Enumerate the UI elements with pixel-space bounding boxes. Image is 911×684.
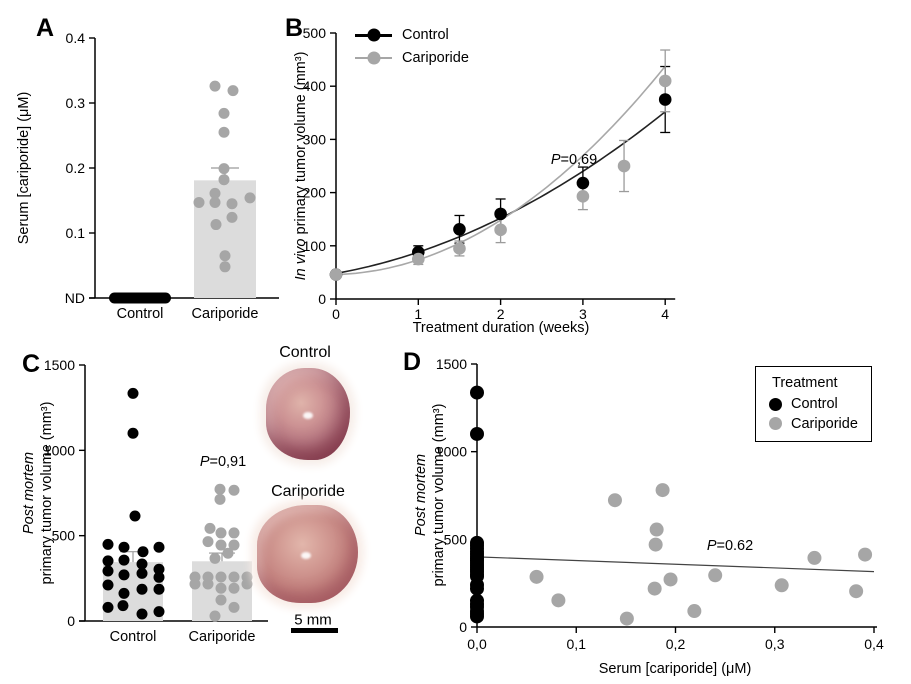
legend-item-control: Control [769,397,865,412]
p-symbol: P [550,152,561,168]
y-label-line2: primary tumor volume (mm³) [431,403,447,587]
legend-item-control: Control [355,28,469,43]
y-label-line1: Post mortem [412,453,429,537]
svg-text:0: 0 [459,619,467,635]
panel-d-letter: D [403,348,422,376]
control-dot-icon [367,28,380,42]
svg-text:0,3: 0,3 [765,636,785,652]
svg-text:0: 0 [67,613,75,629]
panel-a-letter: A [36,14,55,42]
y-label-italic-part: In vivo [292,238,309,281]
panel-a: ND 0.1 0.2 0.3 0.4 Control Cariporide A Serum … [0,0,285,340]
scale-bar [291,628,338,633]
p-symbol: P [199,454,210,470]
panel-a-y-axis-label: Serum [cariporide] (μM) [15,91,32,245]
svg-text:Cariporide: Cariporide [192,306,259,322]
photo-label-control: Control [279,344,331,361]
svg-text:1: 1 [414,306,422,322]
p-number: =0.62 [716,538,754,554]
svg-text:Control: Control [110,629,157,645]
legend-label-cariporide: Cariporide [402,49,469,66]
panel-c: 0 500 1000 1500 Control Cariporide C Post mor… [0,340,400,684]
svg-text:0,1: 0,1 [567,636,587,652]
cariporide-dot-icon [367,51,380,65]
svg-text:1000: 1000 [436,444,467,460]
svg-text:0,0: 0,0 [467,636,487,652]
svg-text:0.1: 0.1 [66,225,86,241]
panel-b-x-axis-label: Treatment duration (weeks) [412,320,590,336]
legend-item-cariporide: Cariporide [769,415,865,432]
svg-text:1500: 1500 [44,357,75,373]
svg-text:3: 3 [579,306,587,322]
panel-d-legend: Treatment Control Cariporide [755,366,872,442]
svg-text:ND: ND [65,290,85,306]
y-label-line1: Post mortem [20,451,37,535]
svg-text:400: 400 [303,78,327,94]
specular-highlight [302,412,313,420]
legend-title: Treatment [772,375,838,391]
panel-b-letter: B [285,14,304,42]
specular-highlight [301,552,312,560]
svg-text:Cariporide: Cariporide [189,629,256,645]
svg-text:1000: 1000 [44,442,75,458]
panel-a-chart: ND 0.1 0.2 0.3 0.4 Control Cariporide [65,30,279,322]
legend-item-cariporide: Cariporide [355,49,469,66]
tumor-tissue [257,505,358,603]
svg-text:100: 100 [303,238,327,254]
legend-label-control: Control [402,27,449,43]
svg-text:0: 0 [332,306,340,322]
control-dot-icon [769,397,782,411]
p-symbol: P [706,538,717,554]
photo-label-cariporide: Cariporide [271,483,345,500]
svg-text:0,4: 0,4 [864,636,884,652]
legend-label-control: Control [791,396,838,412]
control-line-marker-icon [355,28,392,42]
svg-text:1500: 1500 [436,356,467,372]
y-label-rest: primary tumor volume (mm³) [292,51,309,239]
y-label-line2: primary tumor volume (mm³) [39,401,55,585]
svg-text:0,2: 0,2 [666,636,686,652]
svg-text:0.3: 0.3 [66,95,86,111]
scale-bar-label: 5 mm [294,611,332,629]
tumor-tissue [266,368,350,460]
svg-text:500: 500 [303,25,327,41]
svg-text:4: 4 [661,306,669,322]
p-number: =0,91 [209,454,247,470]
legend-label-cariporide: Cariporide [791,415,858,432]
cariporide-dot-icon [769,417,782,431]
p-number: =0,69 [560,152,598,168]
panel-c-letter: C [22,350,41,378]
panel-b: 0 100 200 300 400 500 0 1 2 3 4 B In vivo primary … [285,0,911,340]
tumor-photo-cariporide [257,505,358,603]
svg-text:500: 500 [52,528,76,544]
svg-text:2: 2 [497,306,505,322]
svg-text:0.2: 0.2 [66,160,86,176]
panel-b-y-axis-label: In vivo primary tumor volume (mm³) [292,52,310,281]
svg-text:200: 200 [303,185,327,201]
panel-c-y-axis-label: Post mortem primary tumor volume (mm³) [20,402,56,585]
panel-d-p-value: P=0.62 [707,538,753,554]
tumor-photo-control [266,368,350,460]
panel-b-p-value: P=0,69 [551,152,597,168]
panel-d-y-axis-label: Post mortem primary tumor volume (mm³) [412,404,448,587]
svg-text:Control: Control [117,306,164,322]
svg-text:0: 0 [318,291,326,307]
panel-d-x-axis-label: Serum [cariporide] (μM) [598,661,752,677]
svg-text:500: 500 [444,531,468,547]
svg-text:0.4: 0.4 [66,30,86,46]
panel-c-p-value: P=0,91 [200,454,246,470]
cariporide-line-marker-icon [355,51,392,65]
panel-d-chart: 0 500 1000 1500 0,0 0,1 0,2 0,3 0,4 [436,356,884,652]
panel-c-chart: 0 500 1000 1500 Control Cariporide [44,357,268,645]
panel-d: 0 500 1000 1500 0,0 0,1 0,2 0,3 0,4 D Post morte… [400,340,911,684]
svg-text:300: 300 [303,131,327,147]
panel-b-legend: Control Cariporide [355,28,469,65]
panel-b-chart: 0 100 200 300 400 500 0 1 2 3 4 [303,25,676,322]
